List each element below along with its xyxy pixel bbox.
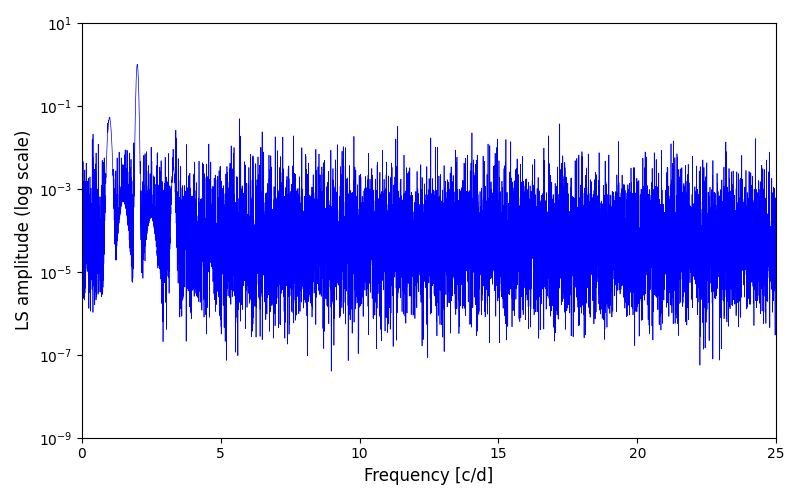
X-axis label: Frequency [c/d]: Frequency [c/d]: [364, 467, 494, 485]
Y-axis label: LS amplitude (log scale): LS amplitude (log scale): [15, 130, 33, 330]
